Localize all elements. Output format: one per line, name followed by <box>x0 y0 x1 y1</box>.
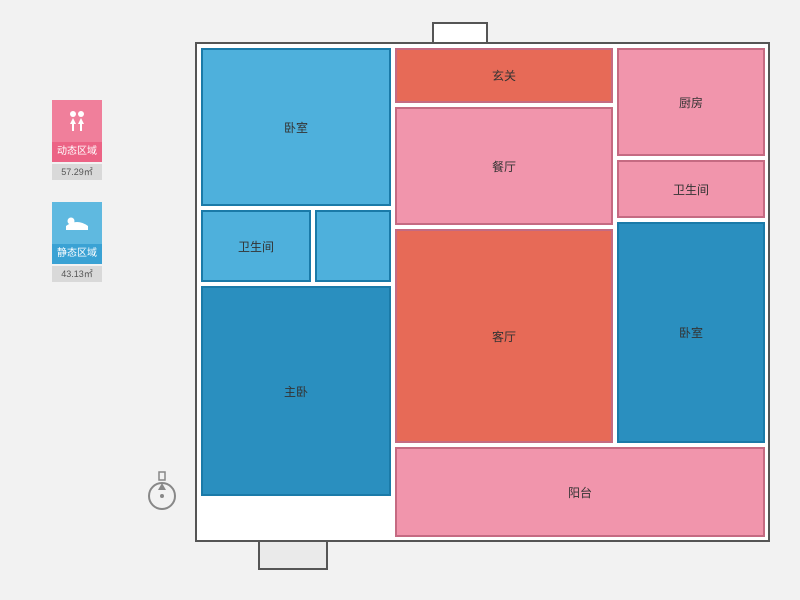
compass <box>140 470 184 514</box>
legend-static-value: 43.13㎡ <box>52 266 102 282</box>
legend-dynamic: 动态区域 57.29㎡ <box>52 100 106 180</box>
room-master: 主卧 <box>201 286 391 496</box>
sleep-icon-svg <box>64 214 90 232</box>
room-hall_mid <box>315 210 391 282</box>
room-living: 客厅 <box>395 229 613 443</box>
room-label-living: 客厅 <box>492 328 516 345</box>
sleep-icon <box>52 202 102 244</box>
room-label-dining: 餐厅 <box>492 158 516 175</box>
room-label-bedroom_tl: 卧室 <box>284 119 308 136</box>
notch-bottom <box>258 540 328 570</box>
legend-dynamic-label: 动态区域 <box>52 142 102 162</box>
legend-dynamic-value: 57.29㎡ <box>52 164 102 180</box>
room-label-master: 主卧 <box>284 383 308 400</box>
room-label-entry: 玄关 <box>492 67 516 84</box>
people-icon <box>52 100 102 142</box>
room-label-balcony: 阳台 <box>568 484 592 501</box>
room-label-wc_r: 卫生间 <box>673 181 709 198</box>
compass-icon <box>140 470 184 514</box>
door-notch-top <box>432 22 488 44</box>
people-icon-svg <box>64 109 90 133</box>
room-label-kitchen: 厨房 <box>679 94 703 111</box>
legend: 动态区域 57.29㎡ 静态区域 43.13㎡ <box>52 100 106 304</box>
floorplan: 卧室玄关厨房餐厅卫生间卫生间客厅卧室主卧阳台 <box>195 42 770 542</box>
room-wc_l: 卫生间 <box>201 210 311 282</box>
legend-static: 静态区域 43.13㎡ <box>52 202 106 282</box>
room-bedroom_tl: 卧室 <box>201 48 391 206</box>
room-wc_r: 卫生间 <box>617 160 765 218</box>
room-dining: 餐厅 <box>395 107 613 225</box>
room-label-wc_l: 卫生间 <box>238 238 274 255</box>
room-bedroom_r: 卧室 <box>617 222 765 443</box>
room-entry: 玄关 <box>395 48 613 103</box>
legend-static-label: 静态区域 <box>52 244 102 264</box>
room-label-bedroom_r: 卧室 <box>679 324 703 341</box>
room-kitchen: 厨房 <box>617 48 765 156</box>
room-balcony: 阳台 <box>395 447 765 537</box>
